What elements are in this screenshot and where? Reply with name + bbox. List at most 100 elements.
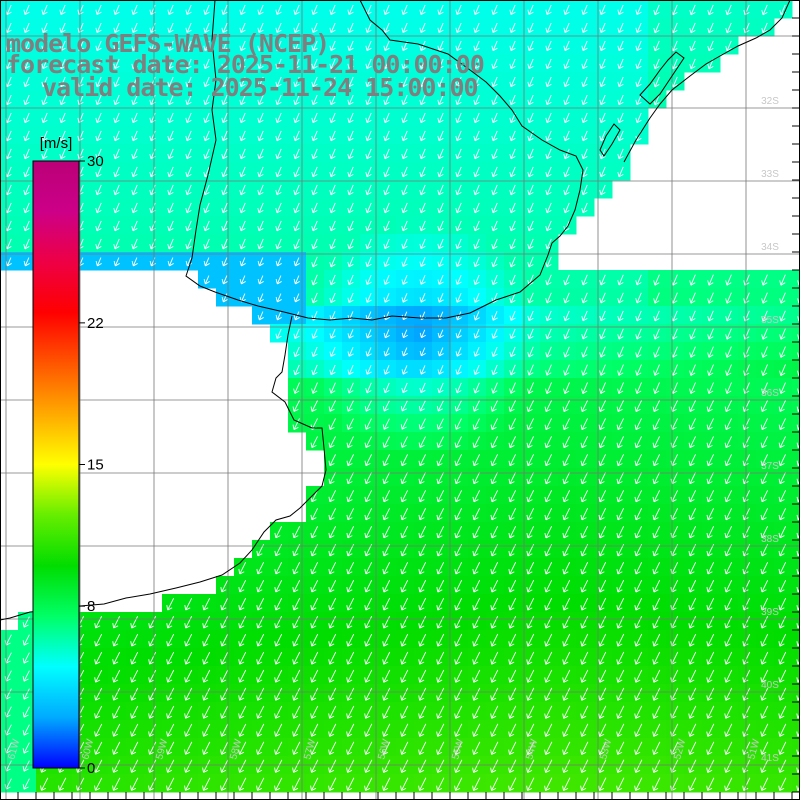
wind-arrow — [276, 22, 282, 33]
wind-arrow — [168, 76, 174, 87]
wind-arrow-head — [726, 47, 732, 52]
wind-arrow-head — [240, 83, 246, 88]
wind-arrow-head — [492, 65, 498, 70]
wind-arrow — [60, 94, 66, 105]
wind-cell — [792, 378, 800, 397]
wind-arrow — [402, 94, 408, 105]
wind-arrow-head — [59, 45, 62, 51]
wind-arrow — [204, 58, 210, 69]
wind-arrow — [690, 22, 696, 34]
wind-arrow-head — [221, 99, 224, 105]
wind-arrow-head — [456, 65, 462, 70]
wind-arrow-head — [545, 63, 548, 69]
wind-arrow-head — [348, 101, 354, 106]
wind-arrow-head — [185, 45, 188, 51]
wind-arrow-head — [600, 65, 606, 70]
wind-arrow-head — [491, 27, 494, 33]
wind-arrow — [636, 58, 642, 69]
wind-cell — [792, 540, 800, 559]
wind-arrow-head — [150, 101, 156, 106]
wind-cell — [792, 558, 800, 577]
wind-arrow-head — [617, 27, 620, 33]
wind-arrow — [438, 76, 444, 87]
wind-arrow-head — [221, 9, 224, 15]
wind-arrow-head — [60, 83, 66, 88]
wind-arrow-head — [203, 99, 206, 105]
wind-arrow — [60, 4, 66, 15]
wind-arrow-head — [779, 9, 782, 15]
wind-arrow-head — [294, 101, 300, 106]
wind-arrow-head — [366, 101, 372, 106]
wind-arrow-head — [383, 27, 386, 33]
wind-arrow — [222, 58, 228, 69]
wind-arrow-head — [257, 9, 260, 15]
wind-arrow-head — [726, 29, 732, 34]
wind-arrow-head — [168, 101, 174, 106]
wind-arrow — [726, 4, 732, 16]
wind-arrow-head — [473, 63, 476, 69]
wind-arrow-head — [239, 27, 242, 33]
wind-arrow-head — [95, 27, 98, 33]
wind-arrow-head — [618, 29, 624, 34]
wind-arrow-head — [168, 65, 174, 70]
wind-arrow — [492, 40, 498, 51]
wind-arrow-head — [41, 27, 44, 33]
wind-cell — [792, 666, 800, 685]
wind-arrow-head — [185, 27, 188, 33]
wind-arrow — [654, 76, 660, 88]
wind-arrow-head — [762, 11, 768, 16]
wind-arrow-head — [77, 99, 80, 105]
wind-arrow — [366, 76, 372, 87]
wind-arrow-head — [257, 99, 260, 105]
wind-arrow-head — [113, 45, 116, 51]
wind-arrow — [474, 76, 480, 87]
wind-arrow-head — [186, 11, 192, 16]
wind-arrow — [294, 4, 300, 15]
wind-arrow-head — [293, 81, 296, 87]
wind-arrow-head — [618, 83, 624, 88]
wind-arrow — [114, 58, 120, 69]
wind-arrow-head — [149, 63, 152, 69]
wind-arrow-head — [582, 65, 588, 70]
wind-arrow-head — [581, 63, 584, 69]
wind-arrow — [636, 76, 642, 87]
wind-arrow-head — [618, 47, 624, 52]
wind-arrow — [528, 40, 534, 51]
wind-arrow-head — [240, 65, 246, 70]
wind-arrow-head — [329, 81, 332, 87]
wind-arrow-head — [329, 45, 332, 51]
wind-cell — [792, 288, 800, 307]
wind-arrow-head — [600, 11, 606, 16]
wind-arrow-head — [293, 45, 296, 51]
wind-arrow — [672, 4, 678, 16]
wind-arrow-head — [167, 63, 170, 69]
wind-arrow-head — [41, 81, 44, 87]
wind-arrow-head — [276, 65, 282, 70]
wind-arrow-head — [456, 47, 462, 52]
wind-arrow — [528, 4, 534, 15]
wind-arrow — [330, 40, 336, 51]
wind-arrow — [312, 4, 318, 15]
wind-arrow-head — [401, 99, 404, 105]
wind-arrow-head — [672, 11, 678, 16]
wind-arrow-head — [654, 47, 660, 52]
wind-arrow — [294, 94, 300, 105]
wind-arrow-head — [366, 29, 372, 34]
wind-arrow-head — [581, 45, 584, 51]
wind-arrow-head — [294, 11, 300, 16]
wind-arrow-head — [347, 27, 350, 33]
wind-arrow-head — [311, 45, 314, 51]
wind-arrow-head — [275, 63, 278, 69]
wind-arrow-head — [707, 9, 710, 15]
wind-arrow-head — [743, 9, 746, 15]
wind-arrow-head — [474, 65, 480, 70]
wind-arrow-head — [150, 11, 156, 16]
wind-arrow-head — [653, 81, 656, 88]
wind-arrow-head — [419, 27, 422, 33]
wind-arrow-head — [131, 81, 134, 87]
wind-arrow-head — [150, 83, 156, 88]
wind-arrow — [474, 4, 480, 15]
wind-arrow-head — [347, 9, 350, 15]
wind-arrow-head — [132, 11, 138, 16]
wind-arrow-head — [420, 47, 426, 52]
